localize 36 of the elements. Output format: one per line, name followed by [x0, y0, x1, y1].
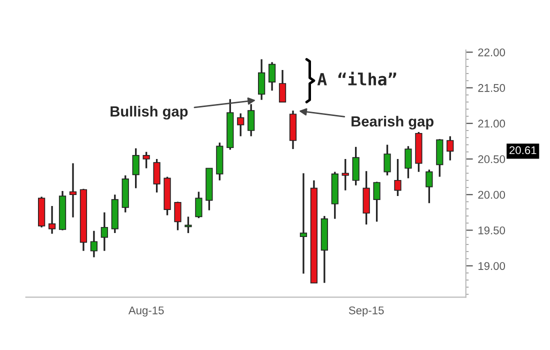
candlestick [384, 144, 391, 176]
y-tick-label: 19.00 [478, 262, 506, 270]
candlestick [446, 135, 454, 162]
candlestick [100, 212, 108, 252]
candlestick [404, 145, 412, 180]
y-tick-label: 20.50 [478, 155, 506, 164]
candlestick [69, 162, 77, 218]
y-tick-label: 21.50 [478, 84, 506, 92]
candlestick [426, 168, 433, 204]
annotation: Bearish gap [352, 116, 434, 130]
candlestick [268, 61, 276, 92]
candlestick [352, 146, 360, 186]
candlestick [394, 158, 402, 197]
candlestick [258, 58, 266, 101]
candlestick [342, 158, 349, 192]
x-tick-label: Sep-15 [348, 306, 384, 317]
y-tick-label: 20.00 [478, 190, 506, 199]
candlestick [278, 69, 286, 103]
candlestick [90, 230, 98, 258]
candlestick [132, 147, 140, 190]
candlestick [300, 172, 308, 274]
candlestick [142, 151, 150, 170]
candlestick [174, 200, 182, 232]
y-tick-label: 22.00 [478, 48, 506, 56]
candlestick [237, 112, 244, 138]
candlestick [48, 205, 56, 235]
annotation: Bullish gap [110, 106, 188, 120]
y-tick-label: 21.00 [478, 120, 506, 128]
annotation: A “ilha” [317, 72, 396, 86]
candlestick [153, 158, 160, 194]
candlestick [184, 216, 192, 234]
y-tick-label: 19.50 [478, 226, 506, 234]
candlestick [373, 180, 380, 222]
candlestick [195, 190, 202, 219]
text: 20.61 [510, 146, 536, 154]
x-tick-label: Aug-15 [128, 306, 164, 317]
